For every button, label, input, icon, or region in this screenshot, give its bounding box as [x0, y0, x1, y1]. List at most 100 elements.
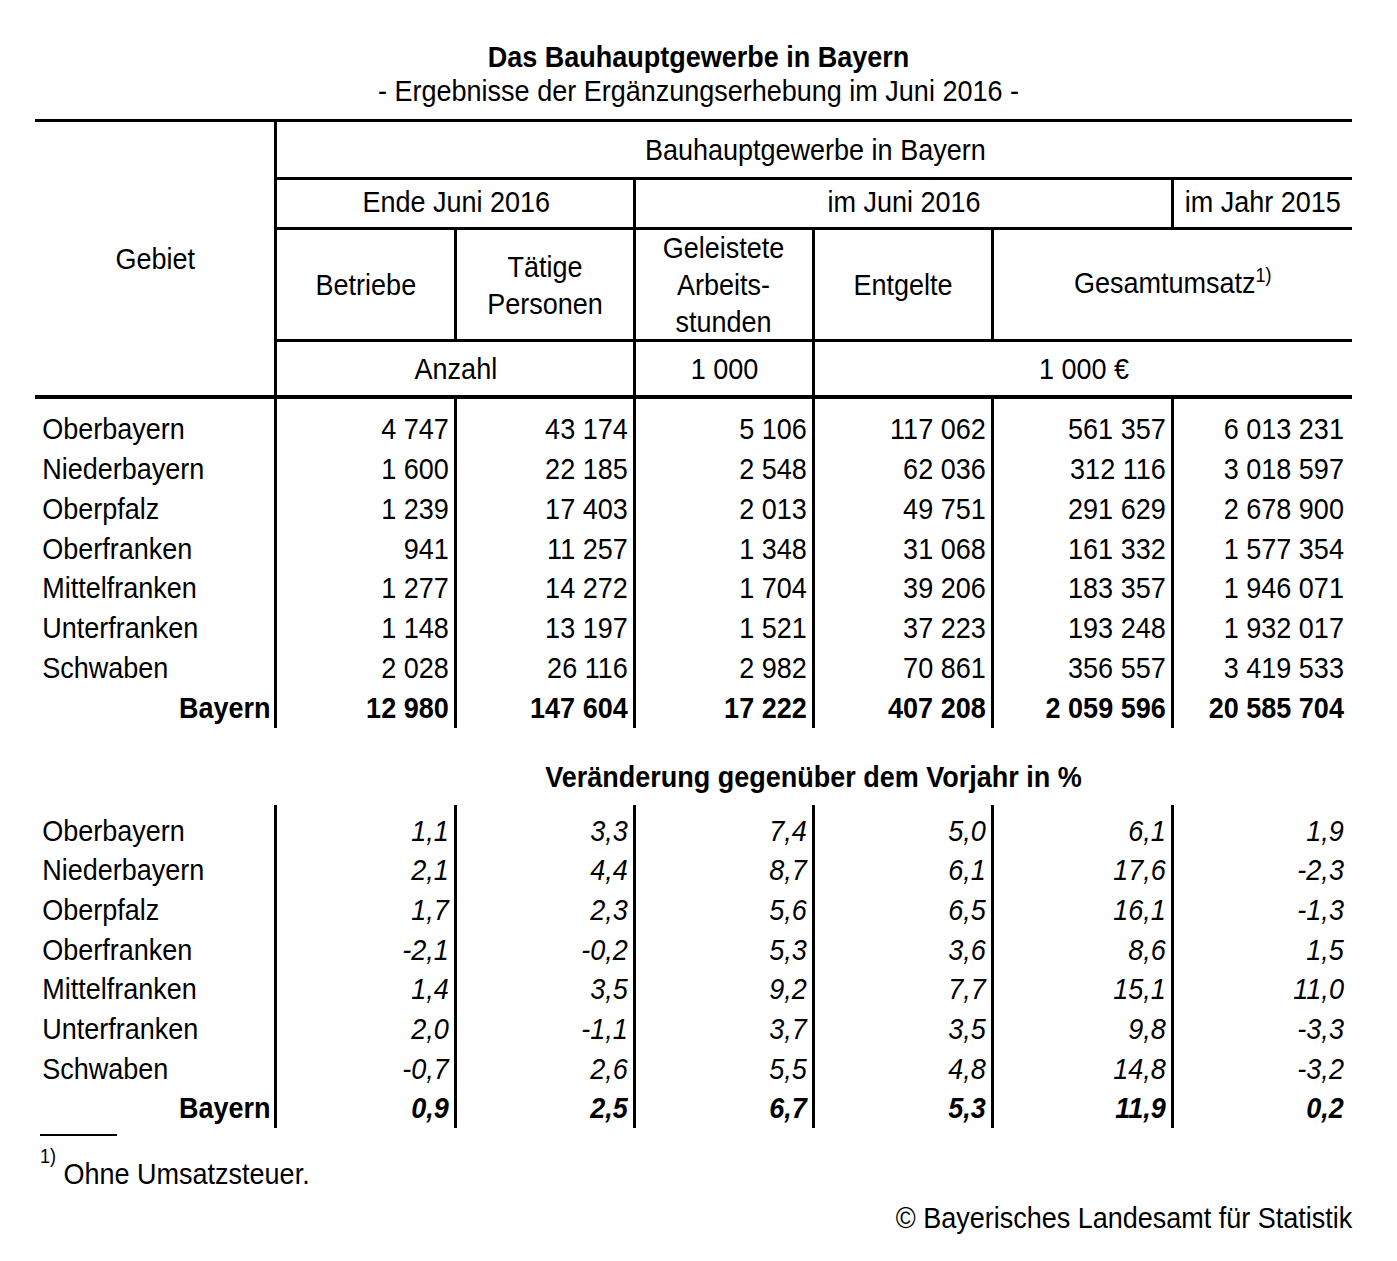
value-cell: 4,4	[473, 851, 634, 891]
value-cell: 1,5	[1190, 930, 1352, 970]
col-header-gebiet: Gebiet	[35, 122, 275, 395]
value-cell: 31 068	[831, 529, 992, 569]
value-cell: 4 747	[293, 409, 455, 449]
value-cell: 11 257	[473, 529, 634, 569]
col-header-betriebe: Betriebe	[278, 230, 454, 339]
value-cell: 3 018 597	[1190, 449, 1352, 489]
value-cell: 17 403	[473, 489, 634, 529]
unit-anzahl: Anzahl	[278, 342, 634, 395]
unit-1000-euro: 1 000 €	[816, 342, 1352, 395]
value-cell: 1 148	[293, 608, 455, 648]
value-cell: 5,0	[831, 811, 992, 851]
value-cell: 2,1	[293, 851, 455, 891]
value-cell: 561 357	[1010, 409, 1172, 449]
value-cell: 20 585 704	[1190, 688, 1352, 728]
value-cell: 2 059 596	[1010, 688, 1172, 728]
value-cell: 2,6	[473, 1049, 634, 1089]
value-cell: 1 239	[293, 489, 455, 529]
value-cell: 9,2	[652, 970, 813, 1010]
footnote: 1) Ohne Umsatzsteuer.	[40, 1151, 310, 1189]
value-cell: 1 577 354	[1190, 529, 1352, 569]
region-label: Oberbayern	[35, 409, 251, 449]
col-header-arbeitsstunden: GeleisteteArbeits-stunden	[636, 230, 812, 339]
value-cell: 1,4	[293, 970, 455, 1010]
value-cell: 1 946 071	[1190, 569, 1352, 609]
value-cell: 183 357	[1010, 569, 1172, 609]
value-cell: 0,9	[293, 1088, 455, 1128]
value-cell: 22 185	[473, 449, 634, 489]
value-cell: 2,0	[293, 1009, 455, 1049]
value-cell: 39 206	[831, 569, 992, 609]
value-cell: -2,3	[1190, 851, 1352, 891]
col-group-header: Bauhauptgewerbe in Bayern	[278, 122, 1352, 177]
value-cell: 2,3	[473, 890, 634, 930]
value-cell: 1 277	[293, 569, 455, 609]
value-cell: 3,6	[831, 930, 992, 970]
value-cell: 9,8	[1010, 1009, 1172, 1049]
region-label: Niederbayern	[35, 449, 251, 489]
value-cell: 8,7	[652, 851, 813, 891]
region-label: Schwaben	[35, 1049, 251, 1089]
value-cell: 62 036	[831, 449, 992, 489]
value-cell: 1,1	[293, 811, 455, 851]
region-label: Unterfranken	[35, 1009, 251, 1049]
value-cell: 15,1	[1010, 970, 1172, 1010]
value-cell: 17 222	[652, 688, 813, 728]
value-cell: 1 932 017	[1190, 608, 1352, 648]
value-cell: 6,1	[1010, 811, 1172, 851]
value-cell: 5,5	[652, 1049, 813, 1089]
value-cell: 2,5	[473, 1088, 634, 1128]
col-header-gesamtumsatz: Gesamtumsatz1)	[994, 230, 1352, 339]
value-cell: 2 678 900	[1190, 489, 1352, 529]
value-cell: 2 548	[652, 449, 813, 489]
value-cell: -0,7	[293, 1049, 455, 1089]
region-label: Oberbayern	[35, 811, 251, 851]
value-cell: 8,6	[1010, 930, 1172, 970]
value-cell: 1,9	[1190, 811, 1352, 851]
region-label: Niederbayern	[35, 851, 251, 891]
value-cell: 4,8	[831, 1049, 992, 1089]
value-cell: 7,7	[831, 970, 992, 1010]
value-cell: 11,9	[1010, 1088, 1172, 1128]
value-cell: -1,3	[1190, 890, 1352, 930]
value-cell: -3,3	[1190, 1009, 1352, 1049]
region-label: Oberpfalz	[35, 890, 251, 930]
value-cell: 5,3	[652, 930, 813, 970]
value-cell: 3,3	[473, 811, 634, 851]
footnote-marker-ref: 1)	[1256, 264, 1272, 286]
page-title: Das Bauhauptgewerbe in Bayern	[70, 40, 1327, 74]
period-header-im-juni: im Juni 2016	[637, 179, 1171, 224]
value-cell: 3,5	[473, 970, 634, 1010]
value-cell: 37 223	[831, 608, 992, 648]
value-cell: 70 861	[831, 648, 992, 688]
value-cell: 6 013 231	[1190, 409, 1352, 449]
unit-1000: 1 000	[637, 342, 813, 395]
value-cell: -1,1	[473, 1009, 634, 1049]
period-header-ende-juni: Ende Juni 2016	[278, 179, 634, 224]
value-cell: 5,3	[831, 1088, 992, 1128]
region-label: Bayern	[59, 1088, 275, 1128]
page-subtitle: - Ergebnisse der Ergänzungserhebung im J…	[70, 74, 1327, 108]
value-cell: 312 116	[1010, 449, 1172, 489]
value-cell: 26 116	[473, 648, 634, 688]
page: Das Bauhauptgewerbe in Bayern - Ergebnis…	[0, 0, 1397, 1261]
region-label: Oberfranken	[35, 529, 251, 569]
value-cell: 13 197	[473, 608, 634, 648]
value-cell: 16,1	[1010, 890, 1172, 930]
value-cell: 7,4	[652, 811, 813, 851]
value-cell: 3,7	[652, 1009, 813, 1049]
value-cell: 5 106	[652, 409, 813, 449]
region-label: Bayern	[59, 688, 275, 728]
value-cell: 356 557	[1010, 648, 1172, 688]
period-header-jahr-2015: im Jahr 2015	[1174, 179, 1352, 224]
value-cell: 941	[293, 529, 455, 569]
value-cell: 17,6	[1010, 851, 1172, 891]
region-label: Mittelfranken	[35, 569, 251, 609]
region-label: Oberfranken	[35, 930, 251, 970]
value-cell: 14 272	[473, 569, 634, 609]
value-cell: 2 028	[293, 648, 455, 688]
value-cell: 2 982	[652, 648, 813, 688]
value-cell: 14,8	[1010, 1049, 1172, 1089]
value-cell: 161 332	[1010, 529, 1172, 569]
value-cell: 6,5	[831, 890, 992, 930]
